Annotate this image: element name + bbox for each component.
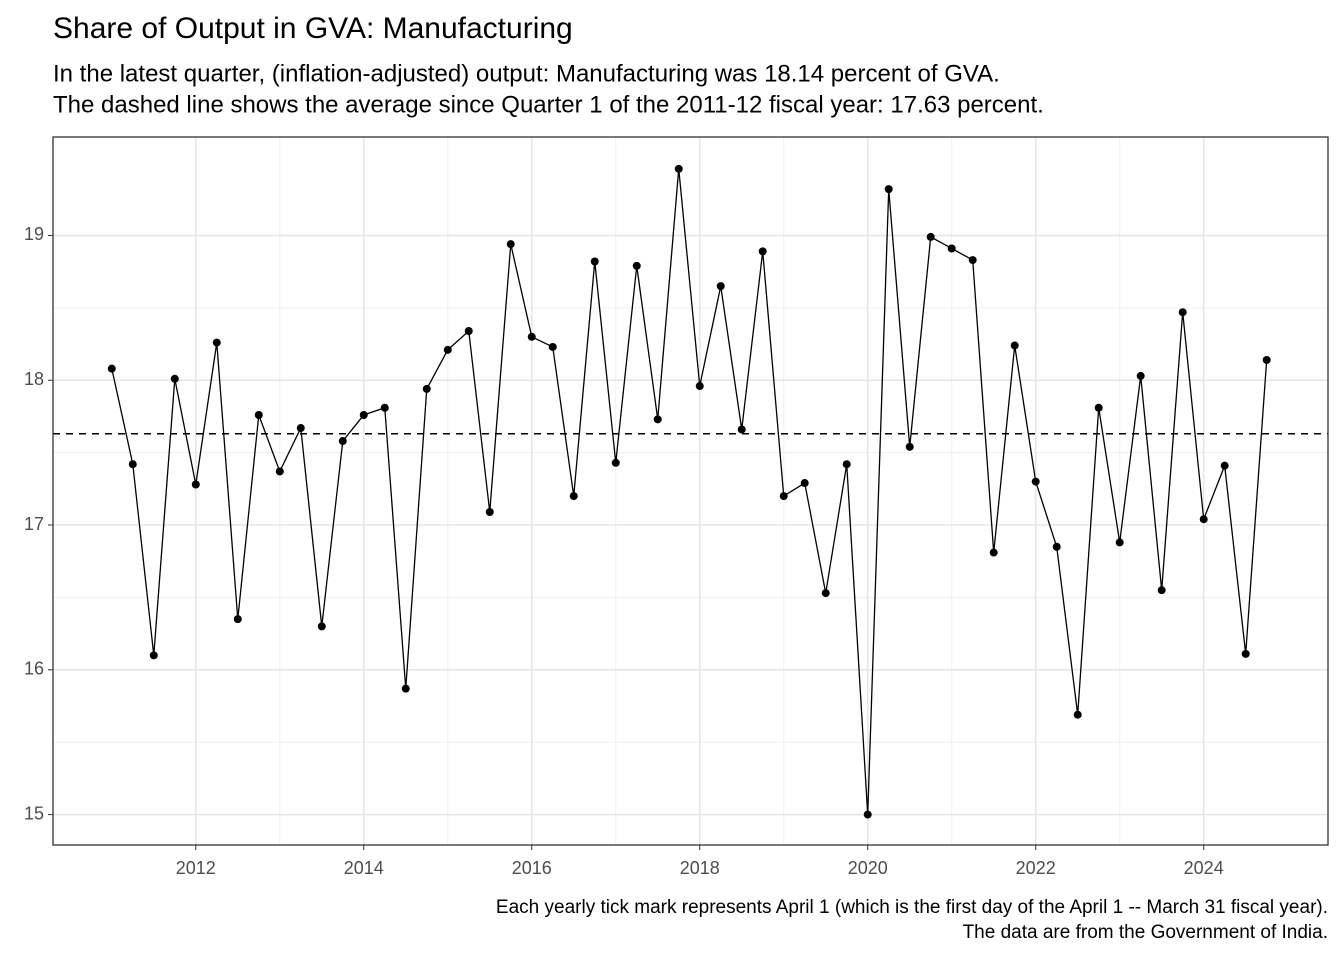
point: [107, 364, 116, 373]
point: [359, 410, 368, 419]
point: [1136, 371, 1145, 380]
point: [149, 651, 158, 660]
point: [716, 282, 725, 291]
point: [737, 425, 746, 434]
x-tick-label: 2022: [1016, 858, 1056, 878]
point: [926, 232, 935, 241]
point: [758, 247, 767, 256]
y-tick-label: 16: [24, 659, 44, 679]
point: [674, 164, 683, 173]
y-tick-label: 17: [24, 514, 44, 534]
point: [821, 589, 830, 598]
point: [1031, 477, 1040, 486]
x-tick-label: 2012: [176, 858, 216, 878]
y-tick-label: 15: [24, 803, 44, 823]
point: [884, 185, 893, 194]
point: [1115, 538, 1124, 547]
point: [548, 342, 557, 351]
y-tick-label: 18: [24, 369, 44, 389]
point: [1010, 341, 1019, 350]
point: [1157, 586, 1166, 595]
point: [275, 467, 284, 476]
point: [233, 615, 242, 624]
point: [1199, 515, 1208, 524]
plot-border: [52, 136, 1329, 846]
point: [653, 415, 662, 424]
point: [1052, 542, 1061, 551]
chart-title: Share of Output in GVA: Manufacturing: [53, 12, 573, 45]
x-tick-label: 2024: [1184, 858, 1224, 878]
point: [212, 338, 221, 347]
point: [968, 256, 977, 265]
point: [590, 257, 599, 266]
chart-subtitle: In the latest quarter, (inflation-adjust…: [53, 60, 1000, 87]
point: [422, 384, 431, 393]
x-tick-label: 2014: [344, 858, 384, 878]
point: [254, 410, 263, 419]
point: [191, 480, 200, 489]
point: [485, 507, 494, 516]
point: [443, 345, 452, 354]
point: [1241, 649, 1250, 658]
point: [695, 382, 704, 391]
point: [800, 479, 809, 488]
point: [632, 261, 641, 270]
point: [842, 460, 851, 469]
point: [1094, 403, 1103, 412]
point: [401, 684, 410, 693]
point: [989, 548, 998, 557]
point: [905, 442, 914, 451]
point: [947, 244, 956, 253]
chart-subtitle: The dashed line shows the average since …: [53, 91, 1044, 118]
caption: The data are from the Government of Indi…: [963, 922, 1328, 943]
point: [569, 492, 578, 501]
point: [1178, 308, 1187, 317]
caption: Each yearly tick mark represents April 1…: [496, 897, 1328, 918]
point: [464, 327, 473, 336]
point: [380, 403, 389, 412]
point: [338, 437, 347, 446]
x-tick-label: 2016: [512, 858, 552, 878]
x-tick-label: 2020: [848, 858, 888, 878]
point: [863, 810, 872, 819]
point: [296, 424, 305, 433]
point: [1220, 461, 1229, 470]
point: [1262, 355, 1271, 364]
point: [317, 622, 326, 631]
point: [170, 374, 179, 383]
point: [128, 460, 137, 469]
point: [779, 492, 788, 501]
point: [1073, 710, 1082, 719]
x-tick-label: 2018: [680, 858, 720, 878]
point: [611, 458, 620, 467]
point: [506, 240, 515, 249]
point: [527, 332, 536, 341]
y-tick-label: 19: [24, 224, 44, 244]
series-line: [111, 168, 1268, 815]
